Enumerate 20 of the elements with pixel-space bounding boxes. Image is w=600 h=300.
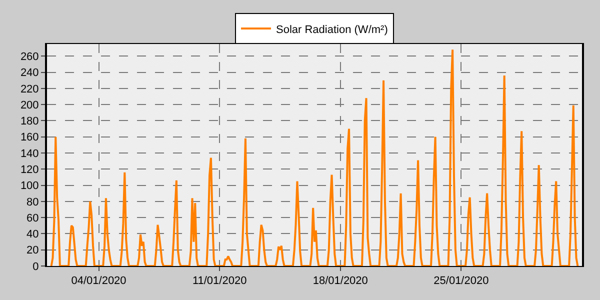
y-tick-label: 100	[20, 180, 39, 192]
y-tick-label: 240	[20, 67, 39, 80]
x-tick-label: 18/01/2020	[312, 275, 368, 288]
y-tick-label: 260	[20, 50, 39, 63]
y-tick-label: 220	[20, 83, 39, 96]
legend-label: Solar Radiation (W/m²)	[276, 24, 388, 36]
y-tick-label: 140	[20, 148, 39, 160]
y-tick-label: 180	[20, 116, 39, 128]
y-tick-label: 40	[26, 228, 39, 241]
y-tick-label: 60	[26, 212, 39, 224]
line-series	[50, 48, 579, 266]
x-tick-label: 25/01/2020	[434, 275, 489, 288]
y-tick-label: 20	[26, 244, 39, 257]
y-tick-label: 0	[32, 260, 39, 273]
x-tick-label: 11/01/2020	[192, 275, 247, 288]
y-tick-label: 80	[26, 196, 39, 208]
x-tick-label: 04/01/2020	[71, 275, 126, 288]
y-tick-label: 160	[20, 132, 39, 144]
y-tick-label: 120	[20, 164, 39, 176]
y-tick-label: 200	[20, 99, 39, 112]
